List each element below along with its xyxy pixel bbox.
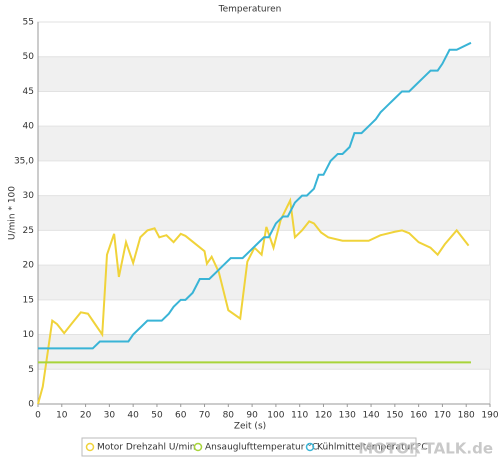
y-tick-label: 30 <box>23 191 35 201</box>
x-tick-label: 50 <box>151 411 163 421</box>
legend-label: Motor Drehzahl U/min <box>97 443 195 453</box>
series-line <box>37 197 470 405</box>
y-tick-label: 5 <box>28 365 34 375</box>
y-tick-label: 20 <box>23 261 35 271</box>
y-tick-label: 15 <box>23 295 34 305</box>
x-tick-label: 80 <box>223 411 235 421</box>
y-axis-title: U/min * 100 <box>8 186 18 240</box>
x-tick-label: 180 <box>458 411 475 421</box>
x-tick-label: 10 <box>56 411 68 421</box>
legend-label: Ansauglufttemperatur °C <box>205 443 318 453</box>
x-tick-label: 140 <box>362 411 379 421</box>
x-tick-label: 90 <box>246 411 258 421</box>
legend-marker <box>85 442 95 452</box>
y-tick-label: 0 <box>28 400 34 410</box>
grid-band <box>38 334 490 370</box>
y-tick-label: 50 <box>23 52 35 62</box>
x-tick-label: 130 <box>339 411 356 421</box>
y-tick-label: 55 <box>23 18 34 28</box>
x-tick-label: 110 <box>291 411 308 421</box>
x-tick-label: 160 <box>410 411 427 421</box>
grid-band <box>38 126 490 161</box>
grid-band <box>38 195 490 231</box>
x-tick-label: 100 <box>267 411 284 421</box>
x-tick-label: 170 <box>434 411 451 421</box>
x-tick-label: 60 <box>175 411 187 421</box>
x-tick-label: 0 <box>35 411 41 421</box>
legend-label: Kühlmitteltemperatur °C <box>317 443 428 453</box>
y-tick-label: 10 <box>23 330 35 340</box>
y-tick-label: 35,0 <box>14 156 34 166</box>
legend-box <box>81 437 417 457</box>
legend-marker <box>193 442 203 452</box>
x-tick-label: 150 <box>386 411 403 421</box>
x-tick-label: 40 <box>127 411 139 421</box>
x-axis-title: Zeit (s) <box>234 422 266 432</box>
chart-title: Temperaturen <box>218 5 282 15</box>
legend-marker <box>305 442 315 452</box>
x-tick-label: 120 <box>315 411 332 421</box>
grid-band <box>38 56 490 92</box>
grid-band <box>38 265 490 300</box>
x-tick-label: 70 <box>199 411 211 421</box>
y-tick-label: 45 <box>23 87 34 97</box>
x-tick-label: 20 <box>80 411 92 421</box>
y-tick-label: 40 <box>23 122 35 132</box>
x-tick-label: 190 <box>481 411 498 421</box>
y-tick-label: 25 <box>23 226 34 236</box>
series-line <box>38 41 472 350</box>
x-tick-label: 30 <box>104 411 116 421</box>
watermark: MOTOR-TALK.de <box>358 440 493 458</box>
